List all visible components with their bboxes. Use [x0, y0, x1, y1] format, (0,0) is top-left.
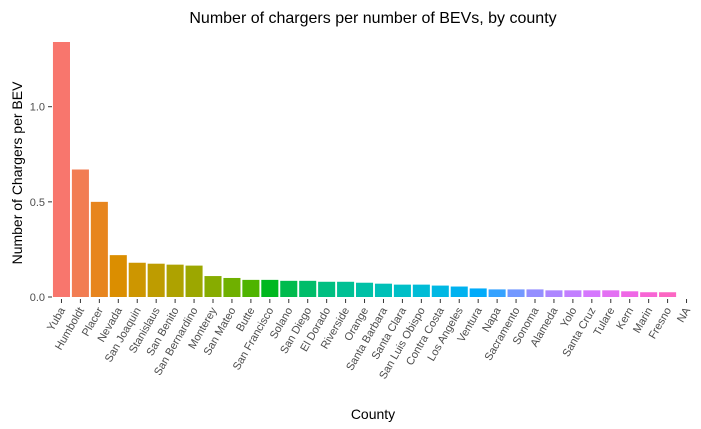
- bar: [659, 292, 677, 297]
- bar: [204, 276, 222, 297]
- y-tick-label: 0.5: [30, 197, 45, 209]
- bar: [374, 283, 392, 297]
- bar: [185, 265, 203, 297]
- bar: [337, 281, 355, 297]
- bar: [621, 291, 639, 297]
- bar: [356, 282, 374, 297]
- bar: [90, 201, 108, 297]
- bar: [507, 289, 525, 297]
- bar: [488, 289, 506, 297]
- y-axis: 0.0 0.5 1.0: [30, 102, 52, 304]
- x-tick-label: NA: [675, 305, 693, 325]
- bar: [280, 280, 298, 297]
- bar: [147, 263, 165, 297]
- bar: [52, 42, 70, 297]
- bar: [545, 290, 563, 297]
- bars: [52, 42, 677, 297]
- bar: [128, 262, 146, 297]
- bar: [299, 280, 317, 297]
- bar: [318, 281, 336, 297]
- bar: [564, 290, 582, 297]
- bar: [469, 288, 487, 297]
- bar: [109, 255, 127, 297]
- bar: [393, 284, 411, 297]
- y-tick-label: 1.0: [30, 102, 45, 114]
- y-tick-label: 0.0: [30, 292, 45, 304]
- bar: [412, 284, 430, 297]
- bar: [583, 290, 601, 297]
- bar: [242, 279, 260, 297]
- bar: [602, 290, 620, 297]
- chart-title: Number of chargers per number of BEVs, b…: [189, 10, 556, 27]
- bar: [526, 289, 544, 297]
- bar: [261, 279, 279, 297]
- bar: [640, 292, 658, 297]
- bar: [450, 286, 468, 297]
- y-axis-title: Number of Chargers per BEV: [9, 81, 25, 265]
- bar: [71, 169, 89, 297]
- bar: [431, 285, 449, 297]
- x-axis-title: County: [351, 406, 395, 422]
- bar: [223, 277, 241, 297]
- bar: [166, 264, 184, 297]
